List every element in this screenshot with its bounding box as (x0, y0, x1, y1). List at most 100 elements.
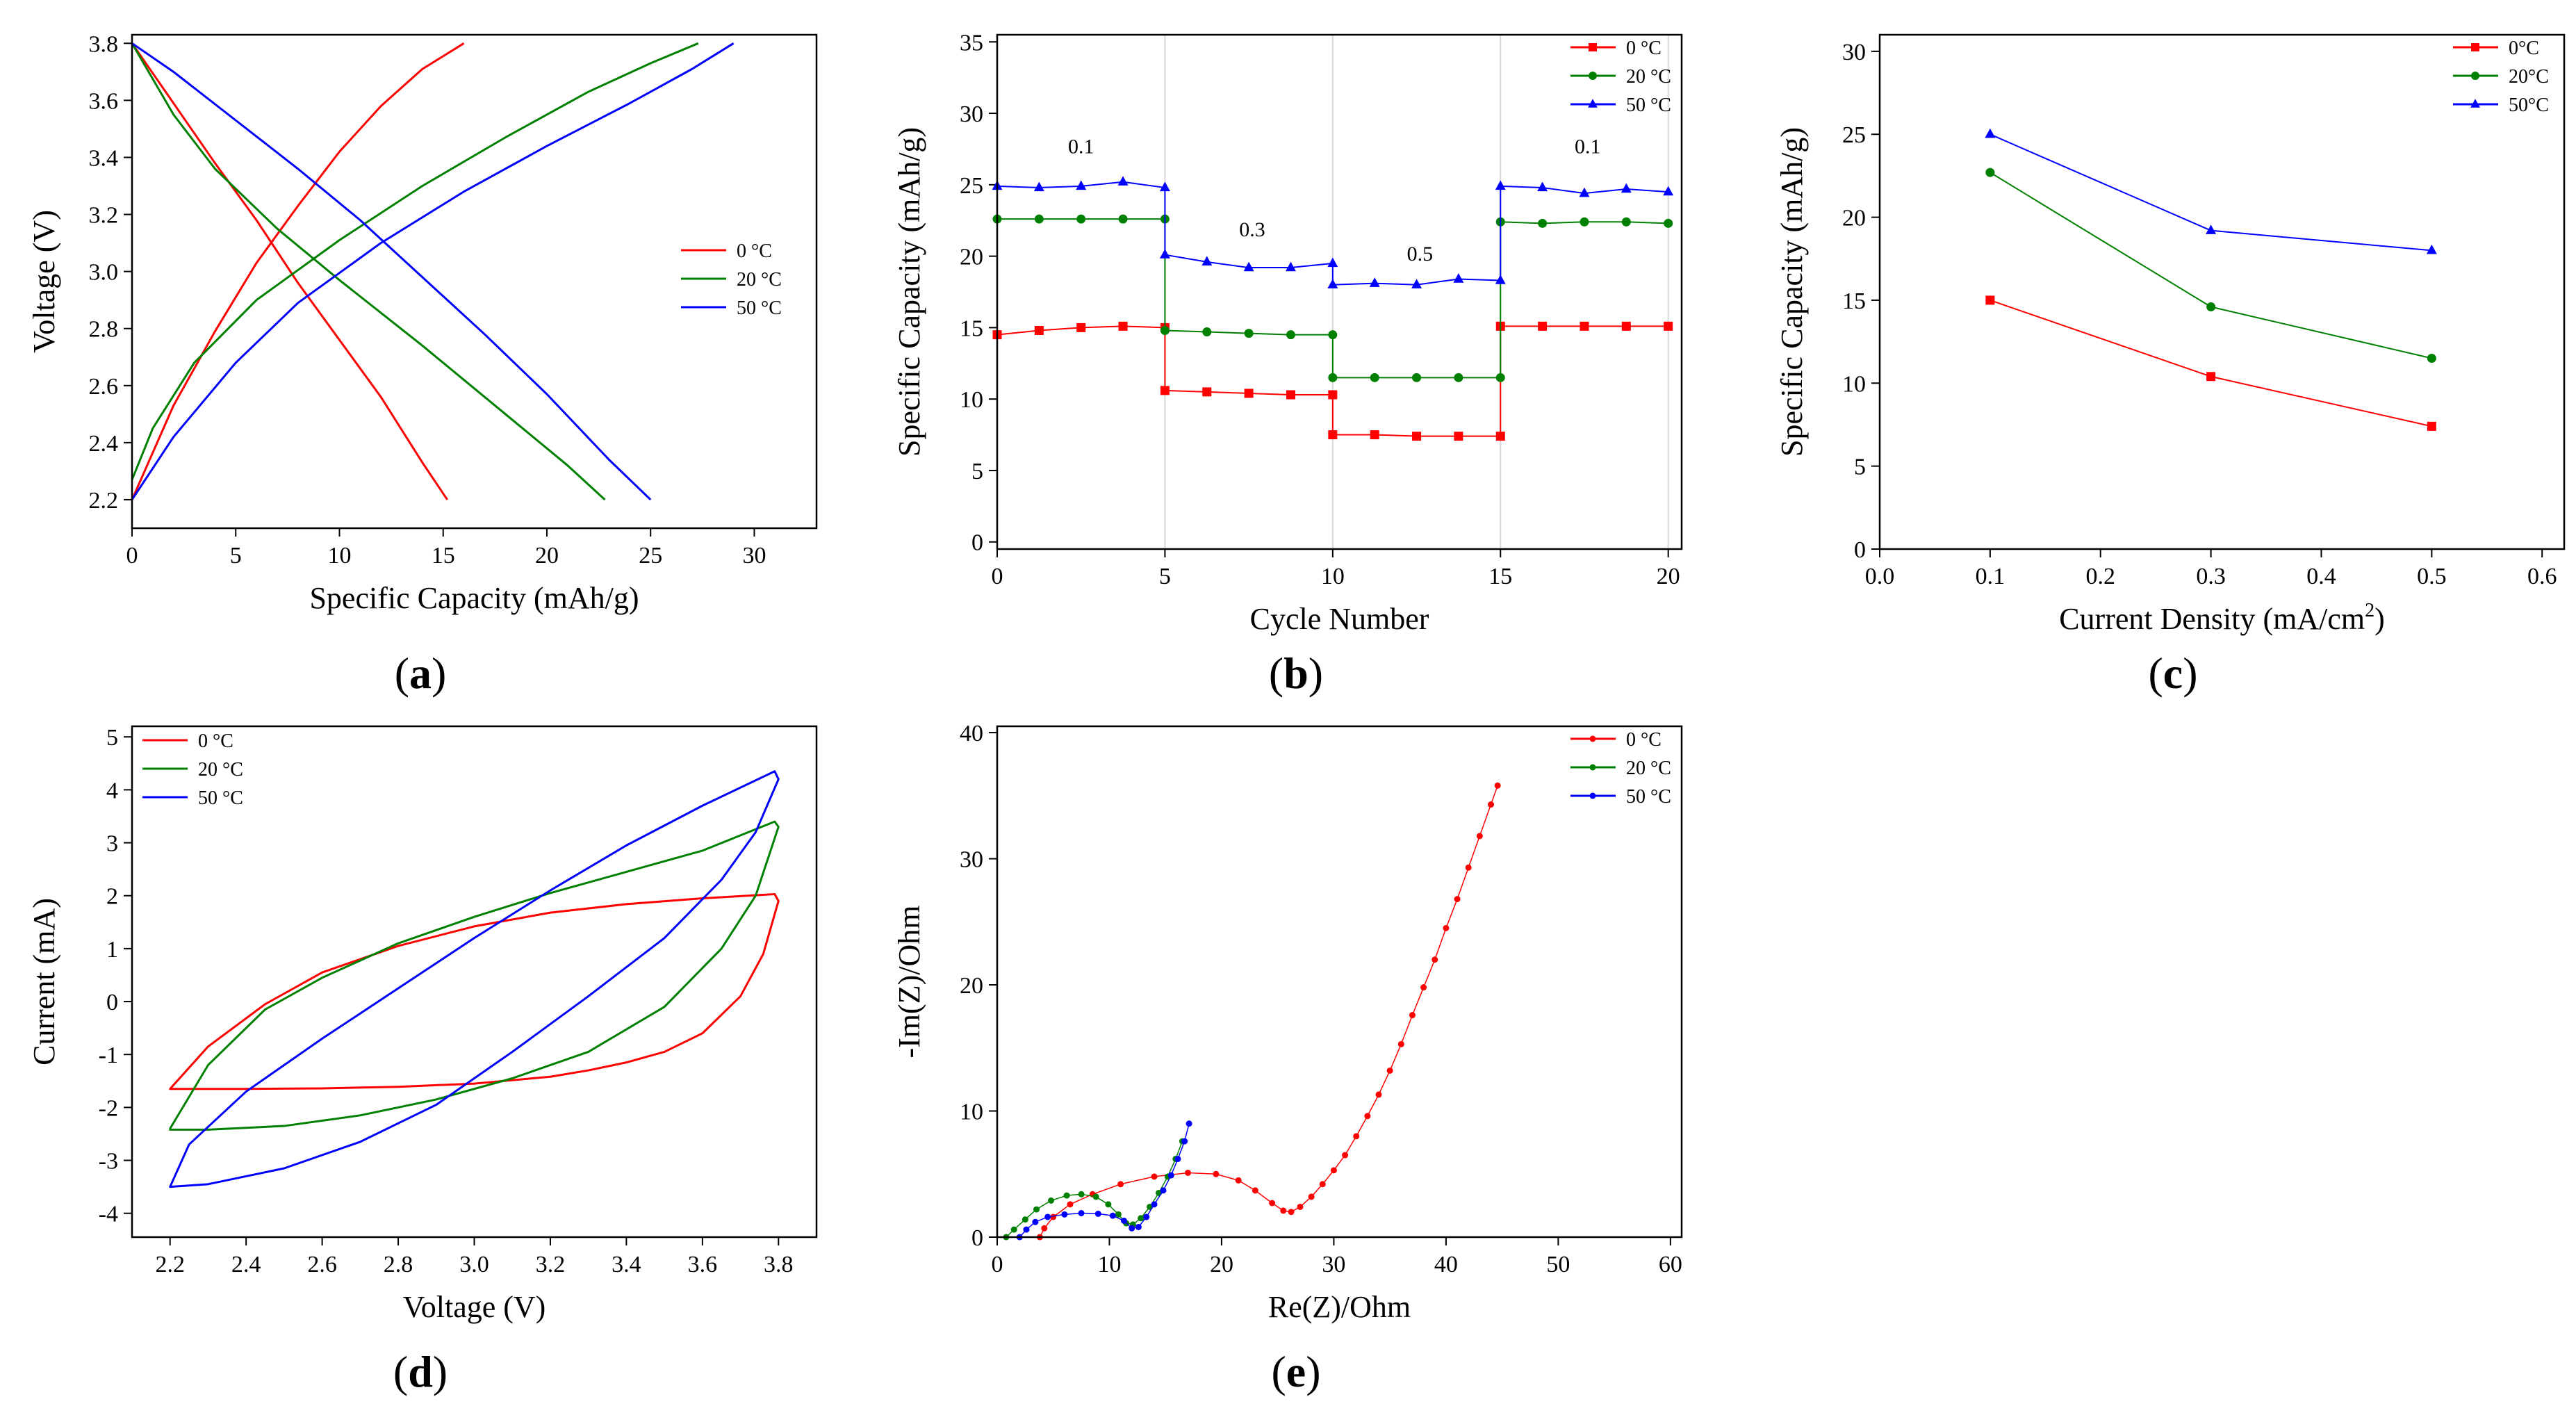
data-point (1353, 1133, 1360, 1140)
series-line (996, 181, 1668, 286)
data-point (1181, 1138, 1188, 1145)
data-point (1160, 386, 1170, 395)
x-tick-label: 20 (535, 543, 559, 569)
data-point (1034, 214, 1044, 224)
y-tick-label: 2.4 (89, 431, 119, 457)
data-point (1420, 984, 1427, 991)
y-tick-label: 35 (960, 30, 983, 56)
y-tick-label: 2.6 (89, 374, 119, 400)
chart-a: 0 5 10 15 20 25 30 2.2 2.4 2.6 2.8 3.0 3.2 3.4 3.6 3.8 S… (27, 31, 818, 698)
panel-label-open: ( (393, 1347, 408, 1396)
legend-marker (2471, 43, 2479, 51)
x-tick-label: 60 (1659, 1252, 1682, 1277)
x-tick-label: 2.6 (307, 1252, 337, 1277)
data-point (1386, 1067, 1393, 1074)
data-point (1010, 1226, 1017, 1233)
data-point (1297, 1203, 1304, 1210)
series-line (1990, 299, 2432, 427)
data-point (1076, 214, 1086, 224)
data-point (2206, 372, 2216, 382)
series-curve (131, 42, 652, 501)
x-tick-label: 5 (1159, 564, 1171, 589)
x-tick-label: 0.1 (1976, 564, 2005, 589)
data-point (2206, 302, 2216, 311)
series-0c (1985, 295, 2436, 431)
data-point (1494, 782, 1501, 789)
data-point (1092, 1193, 1099, 1200)
legend-marker (2471, 72, 2479, 80)
y-tick-label: -4 (99, 1202, 118, 1227)
data-point (1078, 1191, 1085, 1198)
chart-e: 0 10 20 30 40 50 60 0 10 20 30 40 Re(Z)/Ohm -Im(Z)/Oh… (892, 721, 1683, 1396)
plot-frame (996, 725, 1683, 1239)
x-tick-label: 0.3 (2196, 564, 2226, 589)
data-point (1495, 432, 1505, 441)
x-axis-label: Cycle Number (1250, 602, 1429, 636)
legend-label: 20 °C (1626, 758, 1671, 779)
y-axis-label: Specific Capacity (mAh/g) (892, 127, 926, 457)
legend-label: 0 °C (1626, 729, 1662, 751)
legend-marker (1588, 99, 1598, 108)
data-point (1048, 1197, 1055, 1204)
data-point (1159, 181, 1170, 192)
data-point (1409, 1012, 1416, 1019)
panel-label: (b) (1269, 648, 1323, 698)
annotation-label: 0.3 (1239, 218, 1265, 241)
legend-label: 20 °C (1626, 66, 1671, 88)
panel-label-close: ) (1306, 1347, 1320, 1396)
panel-label-close: ) (1308, 648, 1323, 698)
panel-label-letter: b (1283, 648, 1308, 698)
series-curve (131, 42, 606, 501)
x-axis-label: Current Density (mA/cm2) (2059, 600, 2385, 636)
x-tick-label: 0.4 (2306, 564, 2336, 589)
panel-label: (e) (1271, 1347, 1320, 1396)
y-tick-label: 0 (971, 530, 983, 556)
y-axis-label: Current (mA) (27, 898, 61, 1065)
series-20c (169, 820, 780, 1131)
data-point (1288, 1209, 1295, 1216)
y-tick-label: 20 (960, 973, 983, 999)
y-tick-label: 30 (1842, 40, 1866, 65)
data-point (1160, 326, 1170, 335)
data-point (1664, 218, 1673, 228)
y-tick-label: 5 (1854, 455, 1866, 480)
series-curve (131, 42, 448, 500)
annotation-label: 0.1 (1575, 136, 1601, 158)
plot-frame (131, 33, 818, 530)
data-point (1117, 1181, 1124, 1188)
data-point (2206, 224, 2217, 234)
y-tick-label: 10 (1842, 371, 1866, 397)
data-point (1032, 1218, 1039, 1225)
y-tick-label: 5 (971, 459, 983, 484)
data-point (1454, 432, 1463, 441)
data-point (1487, 801, 1494, 808)
data-point (1186, 1120, 1192, 1127)
y-tick-label: 5 (106, 725, 118, 751)
y-tick-label: 30 (960, 101, 983, 127)
panel-label-letter: e (1286, 1347, 1306, 1396)
y-tick-label: 10 (960, 387, 983, 413)
x-axis-label-sup: 2 (2365, 600, 2374, 621)
data-point (1041, 1225, 1048, 1232)
data-point (1138, 1215, 1145, 1222)
data-point (1033, 181, 1044, 192)
panel-label-letter: a (409, 648, 432, 698)
data-point (1117, 176, 1129, 186)
series-curve (131, 42, 699, 480)
series-line (169, 820, 780, 1131)
annotation-label: 0.1 (1068, 136, 1094, 158)
data-point (1120, 1217, 1127, 1224)
series-curve (131, 42, 735, 500)
data-point (1465, 864, 1472, 871)
x-tick-label: 30 (742, 543, 766, 569)
data-point (1244, 389, 1254, 398)
x-tick-label: 10 (1097, 1252, 1121, 1277)
data-point (1129, 1225, 1135, 1232)
data-point (1033, 1206, 1040, 1213)
data-point (1985, 128, 1996, 138)
data-point (1663, 186, 1674, 196)
data-point (1076, 180, 1087, 190)
data-point (1094, 1210, 1101, 1217)
x-tick-label: 0 (126, 543, 138, 569)
